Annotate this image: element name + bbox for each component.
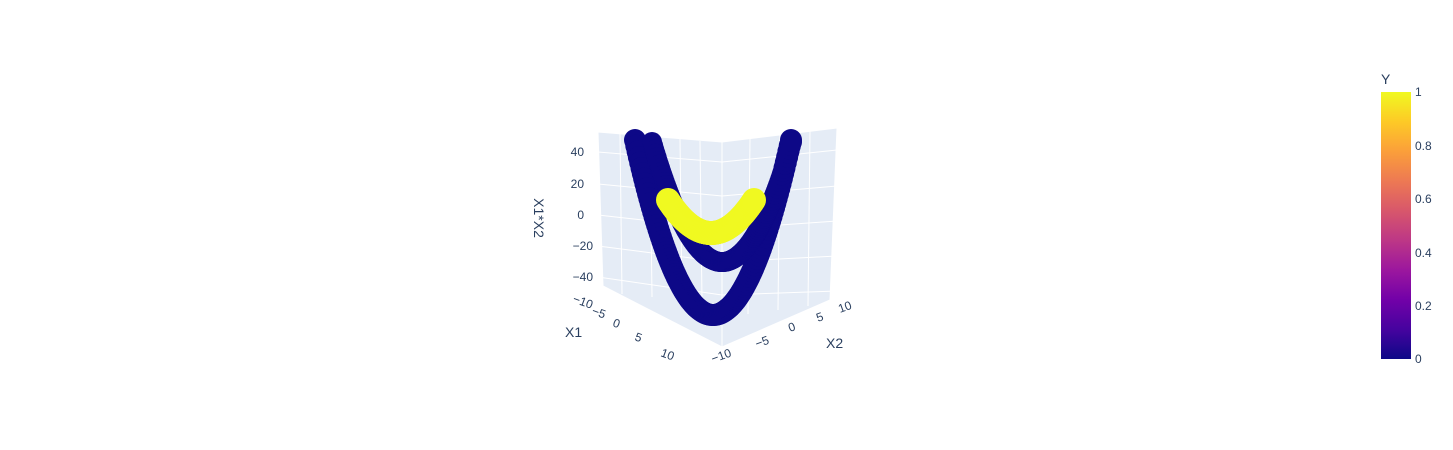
- colorbar-tick-label: 0: [1415, 352, 1422, 366]
- gridline: [619, 133, 623, 295]
- x-ticks: −10 −5 0 5 10: [571, 292, 677, 364]
- z-tick-label: −20: [573, 239, 594, 253]
- y-tick-label: −10: [709, 346, 733, 366]
- y-ticks: −10 −5 0 5 10: [709, 298, 854, 366]
- scatter-marks: [624, 129, 802, 326]
- x-tick-label: 5: [633, 330, 644, 346]
- y-tick-label: 10: [836, 298, 854, 316]
- colorbar-ticks: 1 0.8 0.6 0.4 0.2 0: [1415, 85, 1432, 366]
- colorbar-title: Y: [1381, 71, 1391, 87]
- y-tick-label: −5: [753, 333, 771, 351]
- y-axis-title: X2: [826, 335, 843, 351]
- colorbar-tick-label: 0.8: [1415, 139, 1432, 153]
- colorbar-tick-label: 1: [1415, 85, 1422, 99]
- colorbar: [1381, 92, 1411, 359]
- colorbar-tick-label: 0.4: [1415, 246, 1432, 260]
- series-2: [656, 188, 766, 245]
- gridline: [807, 130, 811, 307]
- colorbar-tick-label: 0.6: [1415, 192, 1432, 206]
- z-ticks: 40 20 0 −20 −40: [571, 145, 594, 284]
- scatter-point: [782, 132, 802, 152]
- scatter-point: [742, 188, 766, 212]
- z-axis-title: X1*X2: [531, 198, 547, 238]
- y-tick-label: 0: [786, 319, 797, 335]
- z-tick-label: 40: [571, 145, 585, 159]
- y-tick-label: 5: [814, 309, 825, 325]
- x-tick-label: 10: [659, 346, 677, 364]
- z-tick-label: 20: [571, 177, 585, 191]
- z-tick-label: 0: [577, 208, 584, 222]
- colorbar-tick-label: 0.2: [1415, 299, 1432, 313]
- gridline: [597, 276, 723, 296]
- x-axis-title: X1: [565, 324, 582, 340]
- x-tick-label: −5: [590, 304, 608, 322]
- x-tick-label: 0: [611, 316, 622, 332]
- x-tick-label: −10: [571, 292, 595, 312]
- z-tick-label: −40: [573, 270, 594, 284]
